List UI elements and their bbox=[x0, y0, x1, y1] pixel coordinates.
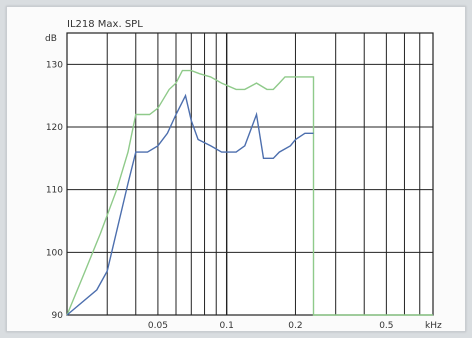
x-tick-label: 0.05 bbox=[148, 321, 168, 331]
axis-labels: IL218 Max. SPL dB kHz 90 100 110 120 130 0.05… bbox=[45, 19, 442, 331]
chart-card: IL218 Max. SPL dB kHz 90 100 110 120 130 0.05… bbox=[6, 6, 466, 332]
y-tick-label: 90 bbox=[52, 311, 64, 321]
x-tick-label: 0.1 bbox=[220, 321, 234, 331]
x-tick-label: 0.5 bbox=[379, 321, 393, 331]
grid bbox=[66, 32, 434, 316]
spl-chart: IL218 Max. SPL dB kHz 90 100 110 120 130 0.05… bbox=[45, 19, 442, 331]
y-tick-label: 110 bbox=[46, 186, 63, 196]
y-tick-label: 130 bbox=[46, 60, 63, 70]
y-axis-unit: dB bbox=[45, 34, 57, 44]
y-tick-label: 100 bbox=[46, 248, 63, 258]
series-line-blue bbox=[66, 93, 314, 316]
chart-title: IL218 Max. SPL bbox=[67, 19, 143, 30]
series-group bbox=[66, 69, 433, 316]
x-tick-label: 0.2 bbox=[288, 321, 302, 331]
plot-area bbox=[66, 32, 434, 316]
x-axis-unit: kHz bbox=[425, 321, 442, 331]
y-tick-label: 120 bbox=[46, 123, 63, 133]
series-line-green bbox=[66, 69, 433, 316]
